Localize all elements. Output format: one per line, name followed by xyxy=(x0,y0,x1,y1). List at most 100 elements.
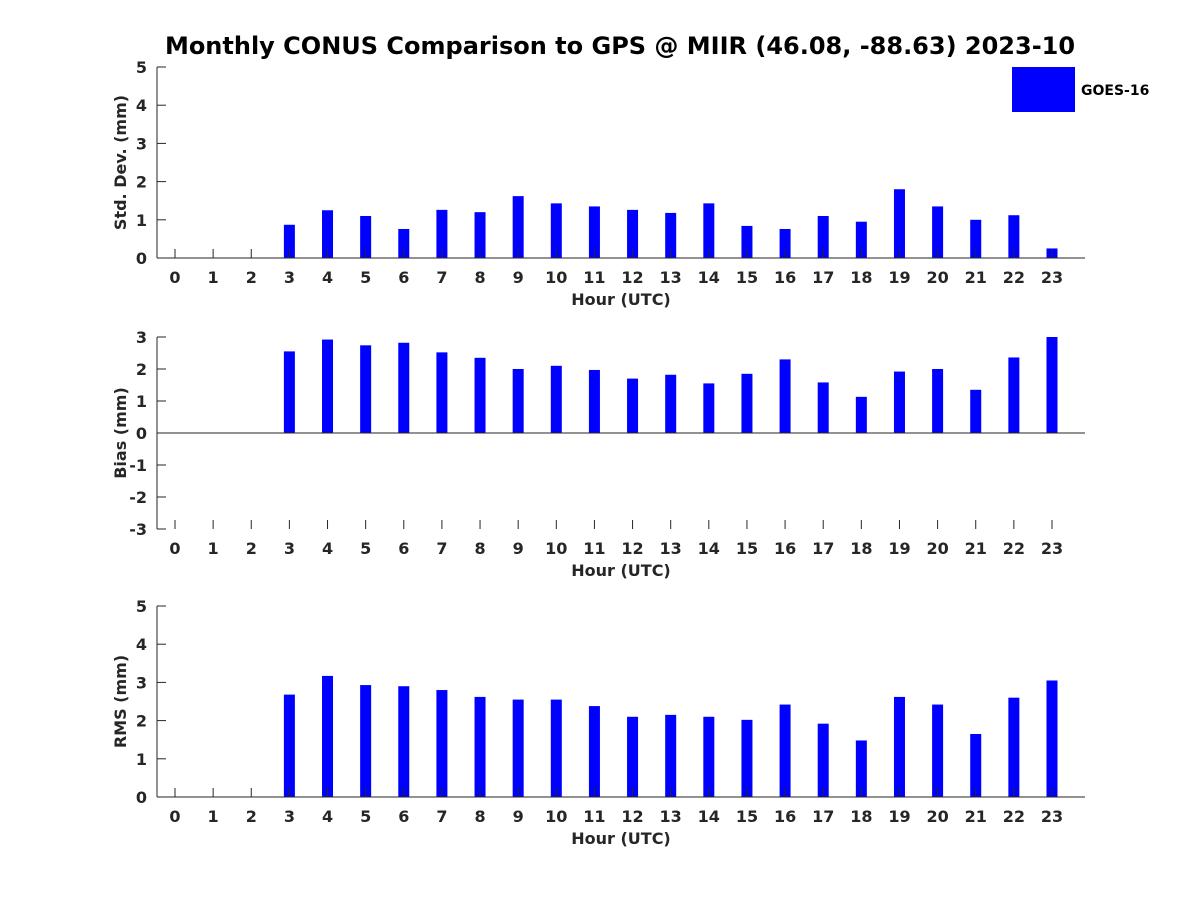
x-tick-label: 5 xyxy=(360,807,371,826)
bar-hour-5 xyxy=(360,345,372,433)
bar-hour-21 xyxy=(970,733,982,797)
bar-hour-11 xyxy=(588,369,600,433)
x-tick-label: 0 xyxy=(169,539,180,558)
bar-hour-10 xyxy=(550,699,562,797)
bar-hour-9 xyxy=(512,699,524,797)
figure-title: Monthly CONUS Comparison to GPS @ MIIR (… xyxy=(165,32,1075,60)
x-tick-label: 20 xyxy=(926,807,948,826)
x-tick-label: 11 xyxy=(583,268,605,287)
x-tick-label: 4 xyxy=(322,268,333,287)
x-tick-label: 15 xyxy=(736,807,758,826)
x-tick-label: 14 xyxy=(698,268,720,287)
bar-hour-14 xyxy=(703,716,715,797)
x-tick-label: 23 xyxy=(1041,807,1063,826)
y-tick-label: 1 xyxy=(136,750,147,769)
x-tick-label: 2 xyxy=(246,807,257,826)
bar-hour-10 xyxy=(550,203,562,258)
bar-hour-23 xyxy=(1046,337,1058,433)
x-tick-label: 1 xyxy=(208,268,219,287)
bar-hour-3 xyxy=(283,224,295,258)
x-tick-label: 6 xyxy=(398,268,409,287)
bar-hour-11 xyxy=(588,706,600,797)
x-tick-label: 1 xyxy=(208,539,219,558)
y-tick-label: 4 xyxy=(136,96,147,115)
bar-hour-13 xyxy=(665,374,677,433)
x-tick-label: 18 xyxy=(850,268,872,287)
bar-hour-3 xyxy=(283,351,295,433)
bar-hour-13 xyxy=(665,714,677,797)
y-tick-label: 2 xyxy=(136,173,147,192)
x-tick-label: 16 xyxy=(774,807,796,826)
x-tick-label: 22 xyxy=(1003,539,1025,558)
bar-hour-8 xyxy=(474,357,486,433)
x-tick-label: 17 xyxy=(812,807,834,826)
x-tick-label: 19 xyxy=(888,268,910,287)
bar-hour-10 xyxy=(550,365,562,433)
bar-hour-4 xyxy=(322,675,334,797)
y-tick-label: 2 xyxy=(136,360,147,379)
y-tick-label: 3 xyxy=(136,673,147,692)
panel-3: 0 1 2 3 4 5 6 7 8 9 10 11 12 13 14 15 16 17 18 19 20 21 22 2301… xyxy=(111,597,1085,848)
bar-hour-22 xyxy=(1008,215,1020,258)
y-axis-label: Bias (mm) xyxy=(111,387,130,479)
bar-hour-21 xyxy=(970,389,982,433)
bar-hour-11 xyxy=(588,206,600,258)
x-tick-label: 23 xyxy=(1041,539,1063,558)
y-tick-label: 4 xyxy=(136,635,147,654)
x-tick-label: 7 xyxy=(436,539,447,558)
x-tick-label: 21 xyxy=(965,807,987,826)
x-tick-label: 2 xyxy=(246,268,257,287)
x-tick-label: 9 xyxy=(513,807,524,826)
x-tick-label: 10 xyxy=(545,268,567,287)
bar-hour-9 xyxy=(512,369,524,433)
bar-hour-19 xyxy=(893,371,905,433)
x-tick-label: 1 xyxy=(208,807,219,826)
x-tick-label: 8 xyxy=(474,268,485,287)
x-tick-label: 13 xyxy=(660,539,682,558)
bar-hour-5 xyxy=(360,215,372,258)
x-tick-label: 21 xyxy=(965,539,987,558)
y-tick-label: 0 xyxy=(136,424,147,443)
x-tick-label: 12 xyxy=(621,807,643,826)
x-tick-label: 6 xyxy=(398,807,409,826)
y-tick-label: 5 xyxy=(136,58,147,77)
y-tick-label: 1 xyxy=(136,211,147,230)
bar-hour-23 xyxy=(1046,680,1058,797)
bar-hour-4 xyxy=(322,339,334,433)
x-tick-label: 11 xyxy=(583,807,605,826)
bar-hour-16 xyxy=(779,228,791,258)
y-tick-label: 1 xyxy=(136,392,147,411)
bar-hour-22 xyxy=(1008,357,1020,433)
x-tick-label: 5 xyxy=(360,539,371,558)
x-tick-label: 23 xyxy=(1041,268,1063,287)
bar-hour-7 xyxy=(436,209,448,258)
bar-hour-18 xyxy=(855,396,867,433)
x-tick-label: 7 xyxy=(436,268,447,287)
bar-hour-8 xyxy=(474,696,486,797)
bar-hour-6 xyxy=(398,228,410,258)
bar-hour-15 xyxy=(741,719,753,797)
x-axis-label: Hour (UTC) xyxy=(571,829,671,848)
y-axis-label: Std. Dev. (mm) xyxy=(111,95,130,230)
panel-2: 0 1 2 3 4 5 6 7 8 9 10 11 12 13 14 15 16 17 18 19 20 21 22 23-3… xyxy=(111,328,1085,580)
x-tick-label: 22 xyxy=(1003,807,1025,826)
y-tick-label: -1 xyxy=(129,456,147,475)
x-tick-label: 5 xyxy=(360,268,371,287)
x-tick-label: 15 xyxy=(736,539,758,558)
x-tick-label: 21 xyxy=(965,268,987,287)
bar-hour-17 xyxy=(817,723,829,797)
legend-swatch xyxy=(1012,67,1075,112)
panels: 0 1 2 3 4 5 6 7 8 9 10 11 12 13 14 15 16 17 18 19 20 21 22 2301… xyxy=(111,58,1085,848)
bar-hour-21 xyxy=(970,219,982,258)
bar-hour-19 xyxy=(893,696,905,797)
x-tick-label: 19 xyxy=(888,807,910,826)
bar-hour-18 xyxy=(855,221,867,258)
x-tick-label: 18 xyxy=(850,539,872,558)
bar-hour-19 xyxy=(893,189,905,258)
bar-hour-12 xyxy=(627,378,639,433)
x-tick-label: 16 xyxy=(774,268,796,287)
x-tick-label: 8 xyxy=(474,807,485,826)
y-tick-label: 5 xyxy=(136,597,147,616)
bar-hour-7 xyxy=(436,690,448,797)
